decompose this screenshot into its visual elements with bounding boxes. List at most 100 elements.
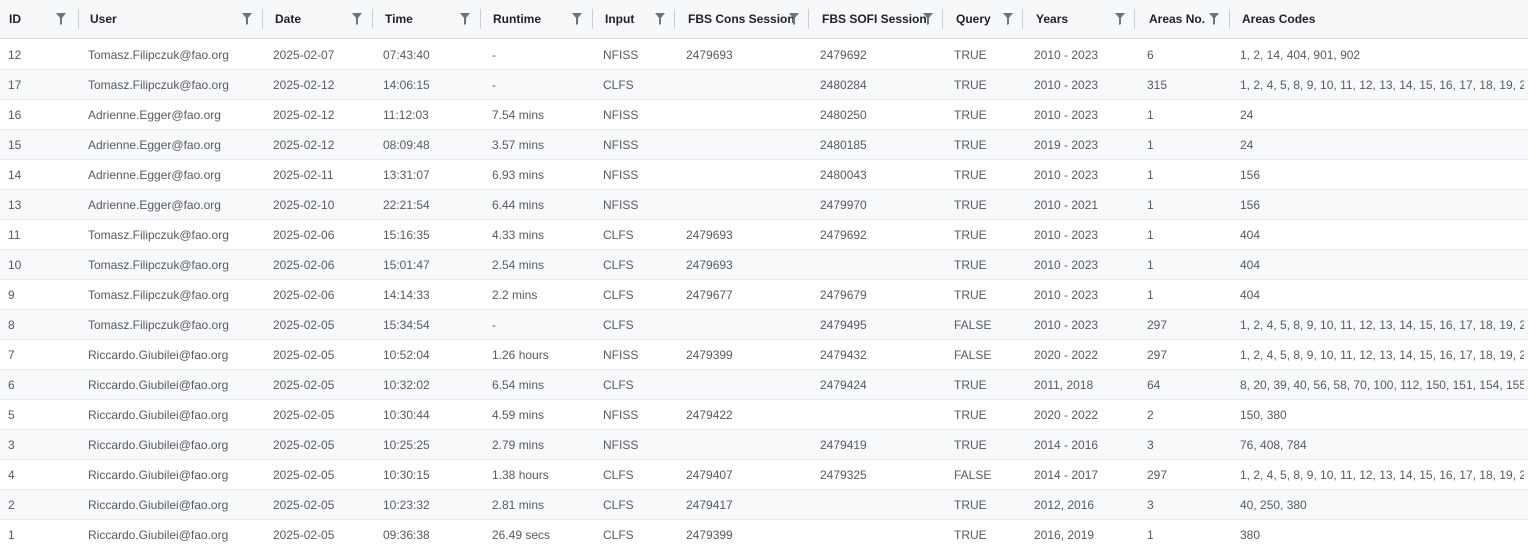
column-separator[interactable]: [674, 9, 675, 29]
column-separator[interactable]: [372, 9, 373, 29]
filter-icon[interactable]: [1003, 13, 1013, 25]
table-row[interactable]: 5 Riccardo.Giubilei@fao.org 2025-02-05 10:3…: [0, 400, 1528, 430]
cell-id: 17: [8, 78, 22, 92]
column-header-fbs-sofi-session[interactable]: FBS SOFI Session: [822, 0, 927, 38]
cell-runtime: -: [492, 78, 496, 92]
column-header-areas-no[interactable]: Areas No.: [1149, 0, 1205, 38]
table-row[interactable]: 3 Riccardo.Giubilei@fao.org 2025-02-05 10:2…: [0, 430, 1528, 460]
filter-icon[interactable]: [460, 13, 470, 25]
cell-fbs-cons-session: [686, 310, 816, 340]
cell-areas-codes: 24: [1240, 138, 1254, 152]
cell-time: 07:43:40: [383, 48, 430, 62]
column-header-label: Input: [605, 12, 635, 26]
column-separator[interactable]: [1022, 9, 1023, 29]
column-separator[interactable]: [78, 9, 79, 29]
column-separator[interactable]: [592, 9, 593, 29]
column-separator[interactable]: [262, 9, 263, 29]
table-row[interactable]: 12 Tomasz.Filipczuk@fao.org 2025-02-07 07:4…: [0, 40, 1528, 70]
column-header-id[interactable]: ID: [9, 0, 21, 38]
cell-date: 2025-02-12: [273, 138, 335, 152]
cell-date: 2025-02-12: [273, 78, 335, 92]
table-row[interactable]: 16 Adrienne.Egger@fao.org 2025-02-12 11:12:…: [0, 100, 1528, 130]
cell-user: Tomasz.Filipczuk@fao.org: [88, 78, 229, 92]
column-header-years[interactable]: Years: [1036, 0, 1068, 38]
cell-fbs-cons-session: 2479693: [686, 258, 733, 272]
cell-fbs-sofi-session: 2479692: [820, 228, 867, 242]
column-header-time[interactable]: Time: [385, 0, 413, 38]
column-header-fbs-cons-session[interactable]: FBS Cons Session: [688, 0, 795, 38]
cell-runtime: 2.2 mins: [492, 288, 538, 302]
cell-input: CLFS: [603, 318, 634, 332]
cell-runtime: -: [492, 318, 496, 332]
cell-user: Tomasz.Filipczuk@fao.org: [88, 288, 229, 302]
cell-areas-no: 297: [1147, 348, 1168, 362]
filter-icon[interactable]: [56, 13, 66, 25]
column-separator[interactable]: [1134, 9, 1135, 29]
cell-query: TRUE: [954, 288, 987, 302]
filter-icon[interactable]: [352, 13, 362, 25]
table-row[interactable]: 8 Tomasz.Filipczuk@fao.org 2025-02-05 15:34…: [0, 310, 1528, 340]
cell-areas-codes: 150, 380: [1240, 408, 1287, 422]
cell-areas-codes: 40, 250, 380: [1240, 498, 1307, 512]
cell-user: Tomasz.Filipczuk@fao.org: [88, 48, 229, 62]
cell-time: 14:14:33: [383, 288, 430, 302]
cell-id: 9: [8, 288, 15, 302]
cell-id: 15: [8, 138, 22, 152]
cell-query: FALSE: [954, 318, 992, 332]
table-row[interactable]: 1 Riccardo.Giubilei@fao.org 2025-02-05 09:3…: [0, 520, 1528, 548]
cell-time: 09:36:38: [383, 528, 430, 542]
table-row[interactable]: 9 Tomasz.Filipczuk@fao.org 2025-02-06 14:14…: [0, 280, 1528, 310]
cell-areas-codes: 1, 2, 4, 5, 8, 9, 10, 11, 12, 13, 14, 15…: [1240, 78, 1524, 92]
table-row[interactable]: 2 Riccardo.Giubilei@fao.org 2025-02-05 10:2…: [0, 490, 1528, 520]
table-row[interactable]: 11 Tomasz.Filipczuk@fao.org 2025-02-06 15:1…: [0, 220, 1528, 250]
cell-runtime: 6.44 mins: [492, 198, 545, 212]
cell-id: 16: [8, 108, 22, 122]
cell-input: NFISS: [603, 48, 639, 62]
cell-time: 10:25:25: [383, 438, 430, 452]
filter-icon[interactable]: [789, 13, 799, 25]
column-header-label: User: [90, 12, 117, 26]
cell-time: 10:23:32: [383, 498, 430, 512]
table-row[interactable]: 17 Tomasz.Filipczuk@fao.org 2025-02-12 14:0…: [0, 70, 1528, 100]
table-row[interactable]: 10 Tomasz.Filipczuk@fao.org 2025-02-06 15:0…: [0, 250, 1528, 280]
column-separator[interactable]: [942, 9, 943, 29]
column-header-areas-codes[interactable]: Areas Codes: [1242, 0, 1315, 38]
cell-input: CLFS: [603, 288, 634, 302]
cell-years: 2014 - 2017: [1034, 468, 1099, 482]
cell-years: 2010 - 2023: [1034, 288, 1099, 302]
column-header-date[interactable]: Date: [275, 0, 301, 38]
cell-years: 2020 - 2022: [1034, 408, 1099, 422]
cell-years: 2010 - 2021: [1034, 198, 1099, 212]
cell-query: FALSE: [954, 348, 992, 362]
cell-date: 2025-02-05: [273, 468, 335, 482]
column-separator[interactable]: [1229, 9, 1230, 29]
cell-areas-no: 1: [1147, 198, 1154, 212]
table-row[interactable]: 14 Adrienne.Egger@fao.org 2025-02-11 13:31:…: [0, 160, 1528, 190]
column-header-runtime[interactable]: Runtime: [493, 0, 541, 38]
cell-query: TRUE: [954, 258, 987, 272]
filter-icon[interactable]: [1115, 13, 1125, 25]
column-header-user[interactable]: User: [90, 0, 117, 38]
filter-icon[interactable]: [242, 13, 252, 25]
table-row[interactable]: 13 Adrienne.Egger@fao.org 2025-02-10 22:21:…: [0, 190, 1528, 220]
column-header-input[interactable]: Input: [605, 0, 634, 38]
cell-id: 12: [8, 48, 22, 62]
filter-icon[interactable]: [572, 13, 582, 25]
cell-fbs-sofi-session: 2479679: [820, 288, 867, 302]
filter-icon[interactable]: [923, 13, 933, 25]
table-row[interactable]: 15 Adrienne.Egger@fao.org 2025-02-12 08:09:…: [0, 130, 1528, 160]
table-row[interactable]: 6 Riccardo.Giubilei@fao.org 2025-02-05 10:3…: [0, 370, 1528, 400]
cell-id: 3: [8, 438, 15, 452]
cell-input: NFISS: [603, 408, 639, 422]
column-separator[interactable]: [480, 9, 481, 29]
table-row[interactable]: 4 Riccardo.Giubilei@fao.org 2025-02-05 10:3…: [0, 460, 1528, 490]
cell-time: 15:16:35: [383, 228, 430, 242]
filter-icon[interactable]: [655, 13, 665, 25]
cell-user: Adrienne.Egger@fao.org: [88, 198, 221, 212]
column-separator[interactable]: [808, 9, 809, 29]
table-row[interactable]: 7 Riccardo.Giubilei@fao.org 2025-02-05 10:5…: [0, 340, 1528, 370]
column-header-query[interactable]: Query: [956, 0, 991, 38]
cell-id: 8: [8, 318, 15, 332]
filter-icon[interactable]: [1209, 13, 1219, 25]
cell-input: CLFS: [603, 378, 634, 392]
